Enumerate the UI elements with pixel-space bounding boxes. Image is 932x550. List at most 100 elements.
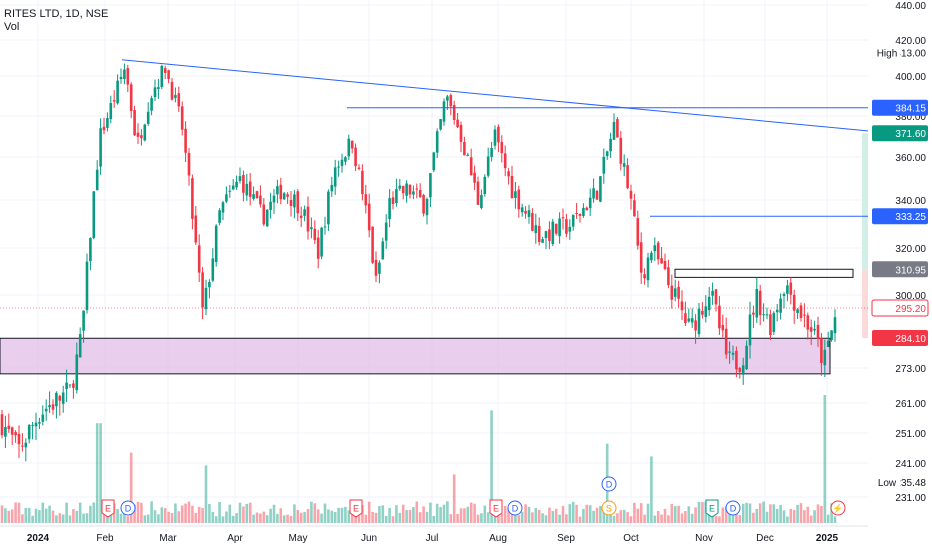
volume-indicator-label[interactable]: Vol (4, 21, 20, 33)
volume-bar (340, 507, 344, 523)
candle-body (425, 199, 429, 216)
volume-bar (772, 504, 776, 523)
volume-bar (476, 514, 480, 523)
volume-bar (354, 515, 357, 523)
time-tick-label: Mar (159, 533, 177, 544)
volume-bar (146, 514, 150, 523)
volume-bar (4, 508, 7, 523)
volume-bar (830, 503, 833, 523)
candle-body (789, 282, 793, 295)
chart-header: RITES LTD, 1D, NSE Vol (4, 8, 108, 34)
volume-bar (364, 514, 368, 523)
candle-body (194, 215, 198, 243)
candle-body (235, 181, 238, 188)
candle-body (602, 156, 606, 174)
volume-bar (177, 511, 181, 523)
volume-bar (208, 503, 211, 523)
event-badge-earnings: E (101, 499, 115, 518)
volume-bar (813, 510, 816, 523)
event-badge-dividend: D (601, 476, 617, 492)
candle-body (303, 209, 306, 216)
volume-bar (85, 513, 89, 523)
event-badge-letter: E (353, 504, 359, 514)
volume-bar (741, 503, 745, 523)
candle-body (10, 427, 14, 435)
volume-bar (405, 510, 408, 523)
candle-body (221, 202, 225, 213)
candle-body (459, 124, 463, 142)
volume-bar (184, 503, 187, 523)
candle-body (826, 340, 830, 347)
volume-bar (82, 513, 85, 523)
candle-body (129, 84, 133, 111)
symbol-title[interactable]: RITES LTD, 1D, NSE (4, 8, 109, 20)
volume-bar (31, 515, 34, 523)
volume-bar (469, 502, 473, 523)
candle-body (95, 169, 99, 191)
candle-body (558, 218, 561, 237)
candle-body (316, 237, 320, 259)
candle-body (150, 98, 153, 111)
event-badge-letter: D (730, 504, 737, 514)
candle-body (534, 225, 538, 234)
volume-bar (265, 515, 269, 523)
volume-bar (378, 506, 381, 523)
candle-body (24, 442, 28, 448)
volume-bar (439, 507, 442, 523)
candle-body (684, 313, 687, 324)
candle-body (174, 95, 177, 98)
candle-body (779, 298, 782, 313)
candle-body (619, 137, 623, 164)
candle-body (667, 267, 670, 286)
volume-bar (286, 514, 289, 523)
volume-bar (347, 510, 351, 523)
candle-body (490, 147, 493, 158)
price-label-value: 284.10 (895, 334, 926, 345)
volume-bar (24, 508, 28, 523)
candle-body (738, 367, 742, 372)
candle-body (636, 218, 640, 246)
candle-body (724, 328, 728, 355)
candle-body (0, 414, 4, 436)
volume-bar (344, 506, 347, 523)
event-badge-letter: D (125, 504, 132, 514)
price-label-box (872, 329, 928, 346)
price-label-prefix-box (874, 473, 900, 490)
volume-bar (418, 512, 422, 523)
candle-body (38, 422, 41, 424)
volume-bar (612, 515, 616, 523)
volume-bar (789, 508, 793, 523)
volume-bar (466, 506, 470, 523)
volume-bar (194, 512, 198, 523)
candle-body (208, 281, 211, 288)
candle-body (191, 178, 194, 219)
volume-bar (752, 512, 755, 523)
volume-bar (313, 503, 317, 523)
volume-bar (459, 508, 463, 523)
candle-body (51, 404, 55, 410)
volume-bar (792, 509, 796, 523)
volume-bar (544, 515, 548, 523)
volume-bar (17, 502, 21, 523)
volume-bar (633, 502, 636, 523)
volume-bar (673, 506, 677, 523)
candle-body (762, 314, 765, 316)
volume-bar (58, 513, 62, 523)
candle-body (218, 210, 221, 223)
price-tick-label: 380.00 (895, 112, 926, 123)
volume-bar (684, 511, 687, 523)
candle-body (299, 215, 303, 219)
candle-body (116, 80, 119, 104)
volume-bar (408, 509, 412, 523)
candle-body (769, 314, 772, 336)
candle-body (361, 170, 364, 195)
candle-body (272, 195, 276, 203)
volume-bar (333, 512, 337, 523)
candle-body (17, 433, 21, 445)
volume-bar (643, 514, 646, 523)
candle-body (102, 126, 106, 131)
volume-bar (690, 513, 694, 523)
